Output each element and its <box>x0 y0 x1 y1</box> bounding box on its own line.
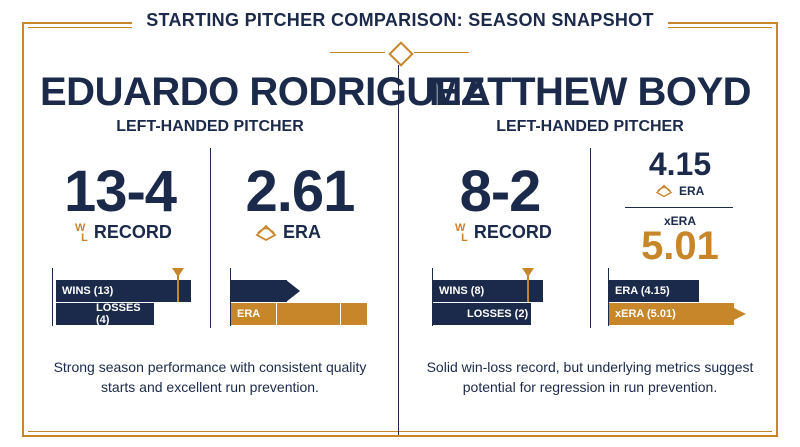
divider-line-left <box>330 52 385 53</box>
right-losses-label: LOSSES (2) <box>467 308 529 320</box>
left-pitcher-name: EDUARDO RODRIGUEZ <box>40 70 485 114</box>
right-record-value: 8-2 <box>459 159 542 224</box>
left-record-label: RECORD <box>93 222 172 242</box>
center-divider <box>398 65 399 435</box>
page-title: STARTING PITCHER COMPARISON: SEASON SNAP… <box>132 10 668 30</box>
frame-left <box>22 22 24 437</box>
era-scale-tick <box>276 303 277 325</box>
right-xera-bar-label: xERA (5.01) <box>615 308 676 320</box>
right-pitcher-name: MATTHEW BOYD <box>428 70 752 114</box>
right-era-label-wrap: ERA <box>655 184 704 198</box>
left-pitcher-hand: LEFT-HANDED PITCHER <box>116 118 304 135</box>
left-losses-bar: LOSSES (4) <box>56 302 154 326</box>
right-era-bar-label: ERA (4.15) <box>615 285 670 297</box>
right-pitcher-hand: LEFT-HANDED PITCHER <box>496 118 684 135</box>
arrow-right-icon <box>286 280 300 302</box>
left-wins-marker-icon <box>172 268 184 277</box>
right-era-value: 4.15 <box>648 146 712 182</box>
left-wins-label: WINS (13) <box>62 285 114 297</box>
right-wins-label: WINS (8) <box>439 285 485 297</box>
right-wins-marker <box>527 275 529 302</box>
left-losses-label: LOSSES (4) <box>96 302 141 326</box>
left-era-bar-label: ERA <box>237 308 261 320</box>
left-description: Strong season performance with consisten… <box>53 359 367 395</box>
right-record-axis <box>432 268 433 326</box>
right-record-label-wrap: W L RECORD <box>455 222 552 243</box>
left-era-value: 2.61 <box>245 159 356 224</box>
right-xera-value: 5.01 <box>641 224 719 268</box>
left-wins-marker <box>177 275 179 302</box>
diamond-ornament-icon <box>388 41 414 67</box>
left-era-axis <box>230 268 231 326</box>
frame-right <box>776 22 778 437</box>
frame-bottom <box>22 435 778 437</box>
right-record-label: RECORD <box>473 222 552 242</box>
right-wins-marker-icon <box>522 268 534 277</box>
left-era-label: ERA <box>283 222 322 242</box>
divider-line-right <box>414 52 469 53</box>
left-record-label-wrap: W L RECORD <box>75 222 172 243</box>
baseball-diamond-icon <box>655 184 673 198</box>
left-era-gold-bar: ERA <box>231 303 367 325</box>
left-wins-bar: WINS (13) <box>56 280 191 302</box>
win-loss-icon: W L <box>455 221 468 244</box>
era-scale-tick <box>340 303 341 325</box>
arrow-right-icon <box>734 308 746 320</box>
left-era-arrow-bar <box>231 280 287 302</box>
baseball-diamond-icon <box>255 224 277 241</box>
right-stat-divider <box>590 148 591 328</box>
left-record-axis <box>52 268 53 326</box>
right-era-label: ERA <box>679 184 705 198</box>
right-description: Solid win-loss record, but underlying me… <box>426 359 754 395</box>
era-xera-separator <box>625 207 733 208</box>
right-era-axis <box>608 268 609 326</box>
left-record-value: 13-4 <box>63 159 177 224</box>
frame-bottom-inner <box>28 431 772 432</box>
left-era-label-wrap: ERA <box>255 222 321 243</box>
win-loss-icon: W L <box>75 221 88 244</box>
right-xera-bar: xERA (5.01) <box>609 303 734 325</box>
right-wins-bar: WINS (8) <box>433 280 543 302</box>
right-losses-bar: LOSSES (2) <box>433 303 531 325</box>
right-era-bar: ERA (4.15) <box>609 280 699 302</box>
left-stat-divider <box>210 148 211 328</box>
right-xera-label: xERA <box>663 214 696 228</box>
page-title-wrap: STARTING PITCHER COMPARISON: SEASON SNAP… <box>0 10 800 31</box>
